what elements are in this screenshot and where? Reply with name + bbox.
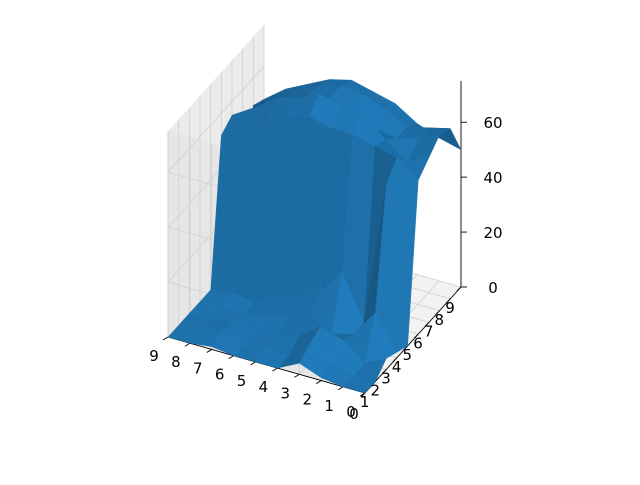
y-tick-label: 6 <box>215 366 225 384</box>
back-gridline-z <box>167 65 265 173</box>
y-tick-label: 3 <box>281 384 291 402</box>
x-tick <box>435 310 440 315</box>
x-tick-label: 4 <box>392 358 402 376</box>
x-tick-label: 8 <box>435 311 445 329</box>
x-tick-label: 3 <box>381 370 391 388</box>
x-tick <box>414 333 419 339</box>
y-tick <box>184 342 191 347</box>
y-tick-label: 0 <box>346 403 356 421</box>
y-tick-label: 8 <box>171 353 181 371</box>
x-tick <box>403 345 408 351</box>
y-tick <box>315 380 322 384</box>
y-tick-label: 9 <box>149 347 159 365</box>
y-tick <box>162 336 169 341</box>
y-tick-label: 5 <box>237 372 247 390</box>
z-tick-label: 20 <box>483 224 502 242</box>
surface-face <box>167 325 201 344</box>
y-tick <box>272 367 278 372</box>
x-tick-label: 1 <box>360 393 370 411</box>
x-tick <box>392 357 398 362</box>
x-tick-label: 6 <box>413 334 423 352</box>
z-tick-label: 40 <box>483 169 502 187</box>
x-tick <box>382 369 387 374</box>
surface-mesh <box>167 79 462 394</box>
y-tick-label: 2 <box>302 391 312 409</box>
x-tick <box>446 298 451 304</box>
y-tick <box>250 361 256 366</box>
x-tick-label: 2 <box>371 381 381 399</box>
z-tick-label: 60 <box>483 114 502 132</box>
x-tick-label: 5 <box>403 346 413 364</box>
y-tick <box>228 355 234 360</box>
y-tick <box>359 392 366 397</box>
y-tick-label: 4 <box>259 378 269 396</box>
x-tick <box>424 322 430 327</box>
z-tick-label: 0 <box>488 279 498 297</box>
x-tick-label: 7 <box>424 323 434 341</box>
y-tick <box>294 373 300 378</box>
y-tick <box>337 386 344 391</box>
x-tick <box>456 286 462 292</box>
x-axis-line <box>364 286 462 394</box>
x-tick-label: 0 <box>349 405 359 423</box>
y-tick-label: 1 <box>324 397 334 415</box>
y-tick <box>206 349 213 353</box>
x-tick-label: 9 <box>445 299 455 317</box>
y-tick-label: 7 <box>193 359 203 377</box>
